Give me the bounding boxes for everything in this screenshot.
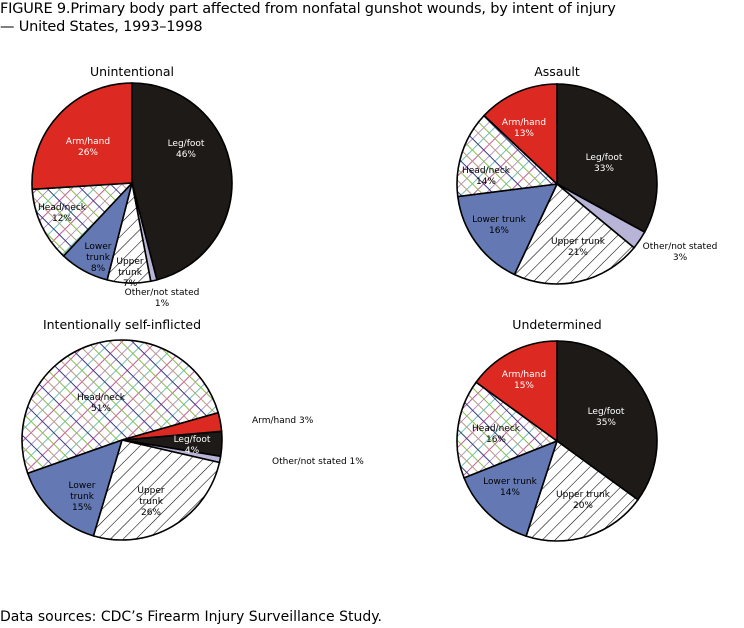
label-upper-trunk: Upper trunk 26%: [137, 486, 165, 518]
label-arm-hand: Arm/hand 13%: [502, 118, 546, 139]
slice-lower-trunk: [26, 438, 124, 537]
data-source-note: Data sources: CDC’s Firearm Injury Surve…: [0, 609, 382, 625]
pie-unintentional: Unintentional Leg/foot 46% Other/not stated…: [31, 64, 233, 309]
figure-title: FIGURE 9.Primary body part affected from…: [0, 0, 744, 36]
label-upper-trunk: Upper trunk 21%: [551, 237, 606, 258]
slice-lower-trunk: [456, 183, 559, 276]
pie-title: Assault: [534, 64, 580, 79]
title-line-1: FIGURE 9.Primary body part affected from…: [0, 1, 616, 17]
label-upper-trunk: Upper trunk 20%: [556, 490, 611, 511]
slice-head-neck: [21, 339, 220, 475]
label-head-neck: Head/neck 51%: [77, 393, 126, 414]
label-lower-trunk: Lower trunk 16%: [472, 215, 526, 236]
slice-head-neck: [31, 182, 134, 258]
pie-intentionally-self-inflicted: Intentionally self-inflicted Leg/foot 4% Ot…: [21, 317, 364, 541]
label-leg-foot: Leg/foot 46%: [168, 139, 205, 160]
slice-leg-foot: [556, 340, 658, 501]
label-head-neck: Head/neck 14%: [462, 166, 511, 187]
pie-title: Undetermined: [512, 317, 601, 332]
slice-upper-trunk: [525, 439, 640, 542]
slice-upper-trunk: [92, 439, 221, 541]
pie-title: Unintentional: [90, 64, 174, 79]
slice-arm-hand: [474, 340, 558, 443]
slice-lower-trunk: [462, 439, 559, 538]
slice-arm-hand: [121, 411, 223, 441]
label-other-not-stated: Other/not stated 3%: [643, 242, 718, 263]
label-lower-trunk: Lower trunk 8%: [85, 242, 112, 274]
slice-upper-trunk: [513, 182, 636, 285]
slice-leg-foot: [556, 83, 658, 234]
slice-arm-hand: [482, 83, 558, 186]
label-arm-hand: Arm/hand 26%: [66, 137, 110, 158]
label-head-neck: Head/neck 12%: [38, 203, 87, 224]
label-upper-trunk: Upper trunk 7%: [116, 257, 144, 289]
label-head-neck: Head/neck 16%: [472, 424, 521, 445]
slice-head-neck: [456, 381, 559, 479]
label-arm-hand: Arm/hand 15%: [502, 370, 546, 391]
pie-assault: Assault Leg/foot 33% Other/not stated 3% Uppe…: [456, 64, 718, 285]
label-lower-trunk: Lower trunk 14%: [483, 477, 537, 498]
label-other-not-stated: Other/not stated 1%: [272, 457, 364, 467]
slice-arm-hand: [31, 82, 133, 191]
label-leg-foot: Leg/foot 4%: [174, 435, 211, 456]
slice-head-neck: [456, 114, 559, 198]
label-arm-hand: Arm/hand 3%: [252, 416, 314, 426]
label-leg-foot: Leg/foot 33%: [586, 153, 623, 174]
label-lower-trunk: Lower trunk 15%: [69, 481, 96, 513]
pie-title: Intentionally self-inflicted: [43, 317, 201, 332]
label-other-not-stated: Other/not stated 1%: [125, 288, 200, 309]
slice-leg-foot: [131, 82, 233, 281]
label-leg-foot: Leg/foot 35%: [588, 407, 625, 428]
pie-undetermined: Undetermined Leg/foot 35% Upper trunk 20% Low…: [456, 317, 658, 542]
title-line-2: — United States, 1993–1998: [0, 19, 203, 35]
